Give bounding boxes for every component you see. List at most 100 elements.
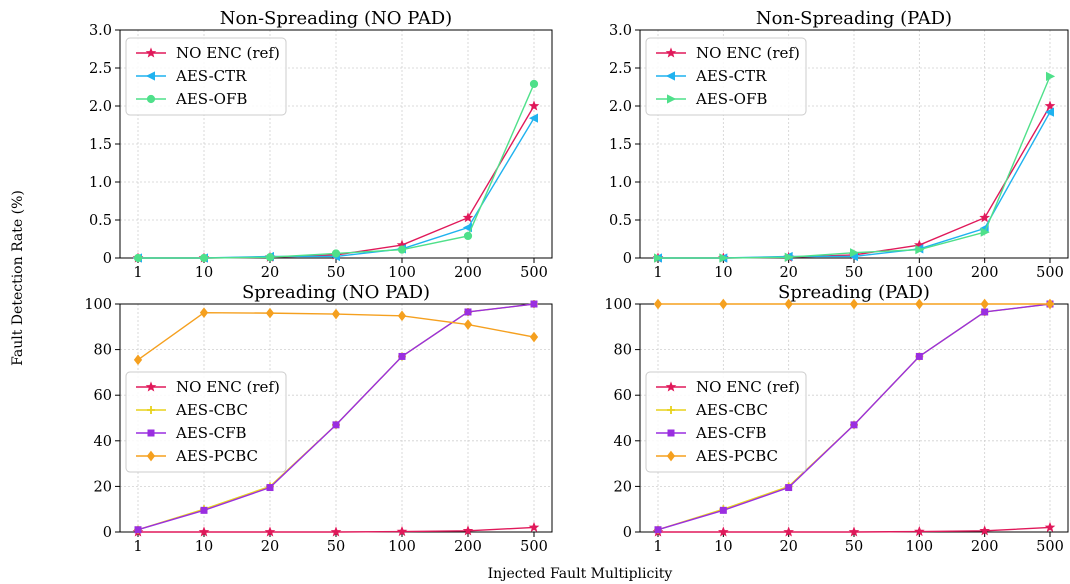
legend-label: AES-OFB xyxy=(175,90,247,108)
data-point xyxy=(850,248,860,258)
y-tick-label: 80 xyxy=(614,343,632,359)
data-point xyxy=(719,298,728,310)
data-point xyxy=(462,212,474,223)
y-tick-label: 0.5 xyxy=(89,213,112,229)
x-tick-label: 20 xyxy=(779,539,797,555)
data-point xyxy=(1044,521,1056,532)
data-point xyxy=(331,308,341,320)
legend-label: AES-OFB xyxy=(695,90,767,108)
legend-marker xyxy=(146,450,156,462)
x-tick-label: 100 xyxy=(388,265,416,281)
data-point xyxy=(653,298,663,310)
data-point xyxy=(332,421,340,429)
chart-panel-non-spreading-no-pad: Non-Spreading (NO PAD) 1 10 20 50 100 200 500 0 0… xyxy=(89,8,553,281)
chart-title: Spreading (PAD) xyxy=(778,282,930,303)
legend-marker xyxy=(147,429,155,437)
series-no-enc-ref xyxy=(132,521,540,537)
data-point xyxy=(397,310,407,322)
legend-marker xyxy=(665,381,677,392)
y-tick-label: 3.0 xyxy=(609,23,632,39)
y-tick-label: 1.0 xyxy=(609,175,632,191)
legend: NO ENC (ref) AES-CTR AES-OFB xyxy=(125,37,287,116)
data-point xyxy=(914,525,925,537)
legend-label: NO ENC (ref) xyxy=(176,378,280,396)
x-tick-label: 10 xyxy=(714,265,732,281)
legend-marker xyxy=(145,381,157,392)
legend-label: NO ENC (ref) xyxy=(696,378,800,396)
data-point xyxy=(850,421,858,429)
data-point xyxy=(785,484,793,492)
legend-marker xyxy=(667,429,675,437)
y-tick-label: 40 xyxy=(614,434,632,450)
x-tick-label: 200 xyxy=(971,265,999,281)
x-tick-label: 100 xyxy=(388,539,416,555)
data-point xyxy=(719,506,727,514)
legend-label: AES-CBC xyxy=(695,401,768,419)
legend-label: AES-CTR xyxy=(695,67,767,85)
data-point xyxy=(199,253,209,263)
x-tick-label: 500 xyxy=(520,265,548,281)
data-point xyxy=(1045,298,1055,310)
data-point xyxy=(718,526,729,537)
legend-marker xyxy=(145,71,155,81)
data-point xyxy=(133,253,143,263)
legend-label: AES-CFB xyxy=(175,424,247,442)
legend-label: AES-PCBC xyxy=(695,447,778,465)
x-tick-label: 50 xyxy=(327,539,345,555)
x-tick-label: 20 xyxy=(779,265,797,281)
data-point xyxy=(848,526,860,537)
series-aes-ofb xyxy=(133,79,539,263)
x-tick-label: 20 xyxy=(261,539,279,555)
x-tick-label: 1 xyxy=(653,265,662,281)
legend-marker xyxy=(146,94,156,104)
y-tick-label: 0 xyxy=(623,251,632,267)
data-point xyxy=(783,526,794,537)
legend: NO ENC (ref) AES-CBC AES-CFB AES-PCBC xyxy=(645,371,807,473)
data-point xyxy=(849,298,859,310)
data-point xyxy=(463,319,473,330)
data-point xyxy=(530,300,538,308)
data-point xyxy=(463,231,473,241)
y-tick-label: 100 xyxy=(604,297,632,313)
y-tick-label: 3.0 xyxy=(89,23,112,39)
chart-panel-spreading-pad: Spreading (PAD) 1 10 20 50 100 200 500 0 20 40 60 80… xyxy=(604,282,1069,555)
legend-label: AES-CFB xyxy=(695,424,767,442)
y-tick-label: 60 xyxy=(94,388,112,404)
data-point xyxy=(915,352,923,360)
chart-title: Spreading (NO PAD) xyxy=(242,282,430,303)
y-tick-label: 2.0 xyxy=(609,99,632,115)
x-tick-label: 1 xyxy=(133,265,142,281)
x-tick-label: 100 xyxy=(905,265,933,281)
x-tick-label: 1 xyxy=(653,539,662,555)
legend: NO ENC (ref) AES-CTR AES-OFB xyxy=(645,37,807,116)
x-tick-label: 20 xyxy=(261,265,279,281)
y-tick-label: 1.5 xyxy=(609,137,632,153)
data-point xyxy=(199,307,209,318)
data-point xyxy=(264,526,276,537)
legend-label: AES-PCBC xyxy=(175,447,258,465)
data-point xyxy=(200,506,208,514)
y-tick-label: 40 xyxy=(94,434,112,450)
legend-box xyxy=(645,371,807,473)
y-tick-label: 0 xyxy=(623,525,632,541)
legend-marker xyxy=(665,47,677,58)
y-tick-label: 20 xyxy=(614,479,632,495)
data-point xyxy=(980,227,990,237)
x-tick-label: 200 xyxy=(454,539,482,555)
legend-marker xyxy=(667,406,675,414)
data-point xyxy=(528,521,540,532)
data-point xyxy=(784,298,793,310)
data-point xyxy=(133,354,143,366)
data-point xyxy=(462,525,474,536)
data-point xyxy=(397,245,407,254)
legend-box xyxy=(125,37,287,116)
data-point xyxy=(266,484,274,492)
data-point xyxy=(528,113,538,123)
data-point xyxy=(198,526,210,537)
data-point xyxy=(784,252,794,262)
y-tick-label: 80 xyxy=(94,343,112,359)
x-tick-label: 10 xyxy=(714,539,732,555)
data-point xyxy=(330,526,342,537)
x-tick-label: 1 xyxy=(133,539,142,555)
data-point xyxy=(265,307,275,319)
